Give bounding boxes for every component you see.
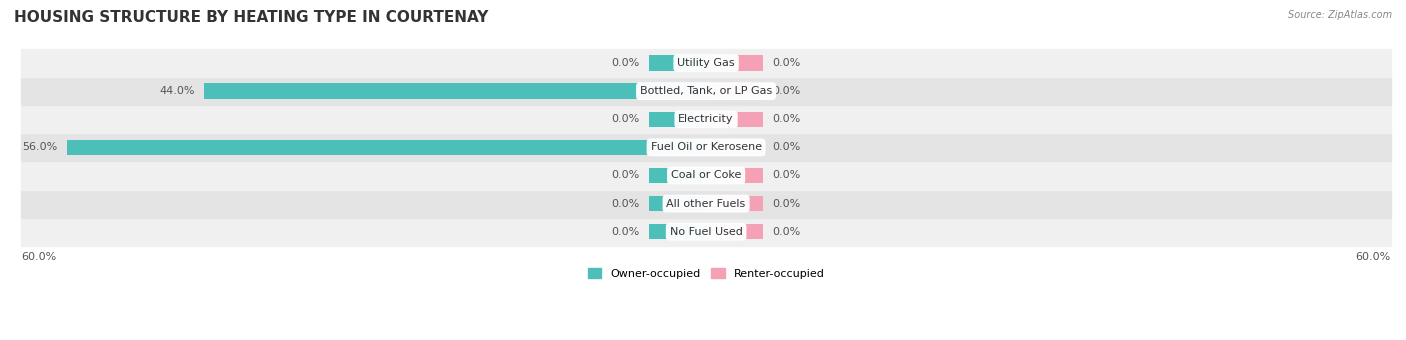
Text: 0.0%: 0.0% [772,170,800,181]
Bar [706,168,763,183]
Text: No Fuel Used: No Fuel Used [669,227,742,237]
Text: All other Fuels: All other Fuels [666,199,745,209]
Text: 0.0%: 0.0% [772,86,800,96]
Text: 0.0%: 0.0% [772,114,800,124]
Text: 0.0%: 0.0% [612,227,640,237]
Bar [21,133,1391,162]
Text: 0.0%: 0.0% [772,227,800,237]
Text: 0.0%: 0.0% [612,170,640,181]
Bar [650,224,706,239]
Text: Fuel Oil or Kerosene: Fuel Oil or Kerosene [651,142,762,152]
Bar [204,83,706,99]
Bar [21,49,1391,77]
Text: Electricity: Electricity [678,114,734,124]
Text: 0.0%: 0.0% [612,58,640,68]
Bar [650,55,706,71]
Text: 0.0%: 0.0% [772,199,800,209]
Bar [21,162,1391,189]
Bar [706,196,763,211]
Text: 0.0%: 0.0% [612,114,640,124]
Bar [706,83,763,99]
Text: 60.0%: 60.0% [1355,252,1391,262]
Bar [21,218,1391,246]
Text: 44.0%: 44.0% [159,86,194,96]
Text: 56.0%: 56.0% [22,142,58,152]
Text: Bottled, Tank, or LP Gas: Bottled, Tank, or LP Gas [640,86,772,96]
Bar [706,224,763,239]
Bar [67,140,706,155]
Bar [650,168,706,183]
Text: 60.0%: 60.0% [21,252,56,262]
Text: 0.0%: 0.0% [772,58,800,68]
Bar [706,112,763,127]
Text: Coal or Coke: Coal or Coke [671,170,741,181]
Text: Source: ZipAtlas.com: Source: ZipAtlas.com [1288,10,1392,20]
Bar [21,105,1391,133]
Bar [706,140,763,155]
Bar [21,189,1391,218]
Text: HOUSING STRUCTURE BY HEATING TYPE IN COURTENAY: HOUSING STRUCTURE BY HEATING TYPE IN COU… [14,10,488,25]
Bar [650,112,706,127]
Text: 0.0%: 0.0% [612,199,640,209]
Bar [21,77,1391,105]
Bar [706,55,763,71]
Legend: Owner-occupied, Renter-occupied: Owner-occupied, Renter-occupied [583,264,830,284]
Text: 0.0%: 0.0% [772,142,800,152]
Text: Utility Gas: Utility Gas [678,58,735,68]
Bar [650,196,706,211]
